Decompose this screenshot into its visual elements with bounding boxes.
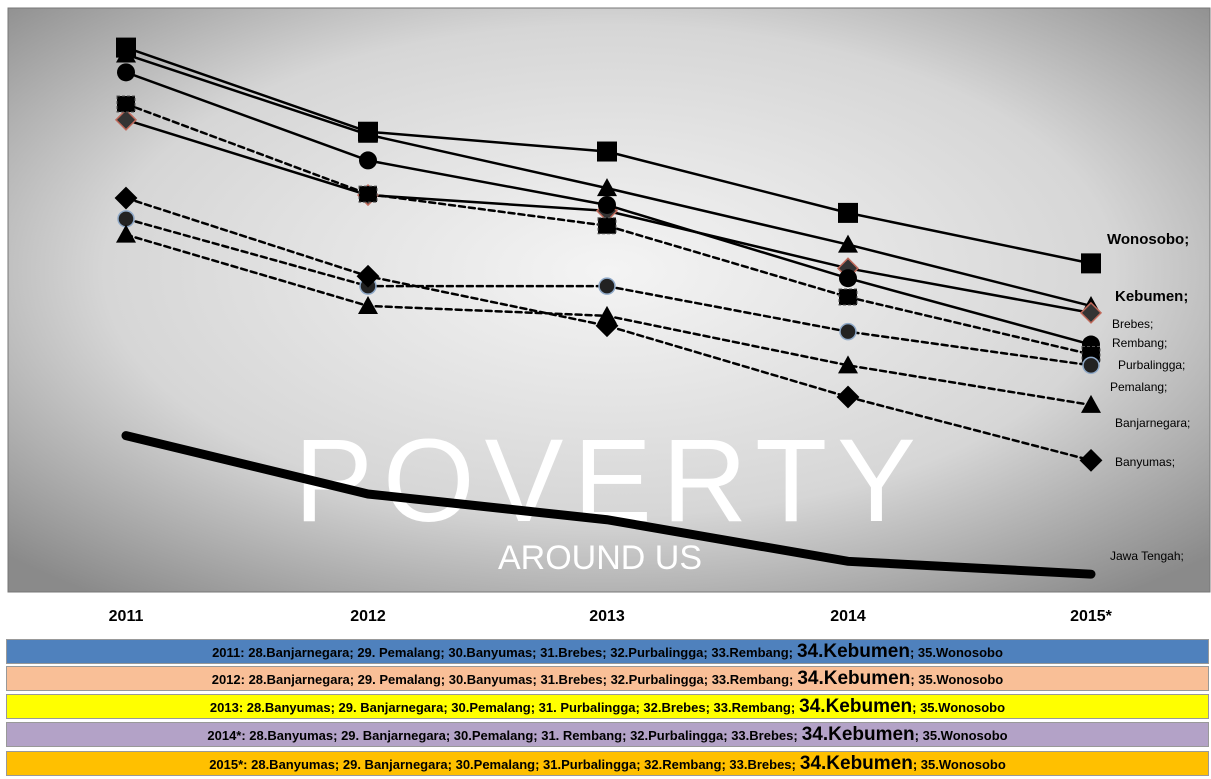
marker <box>1081 253 1101 273</box>
footnote-highlight: 34.Kebumen <box>800 753 913 774</box>
footnote-text: ; 35.Wonosobo <box>915 728 1008 743</box>
footnote-row: 2014*: 28.Banyumas; 29. Banjarnegara; 30… <box>6 722 1209 747</box>
footnote-row: 2015*: 28.Banyumas; 29. Banjarnegara; 30… <box>6 751 1209 776</box>
footnote-row: 2012: 28.Banjarnegara; 29. Pemalang; 30.… <box>6 666 1209 691</box>
footnote-text: 2013: 28.Banyumas; 29. Banjarnegara; 30.… <box>210 700 795 715</box>
legend-label: Pemalang; <box>1110 380 1167 394</box>
x-tick-label: 2015* <box>1070 608 1113 625</box>
legend-label: Purbalingga; <box>1118 358 1185 372</box>
chart: POVERTY AROUND US 2011 2012 2013 2014 2015* W… <box>0 0 1211 640</box>
x-tick-label: 2014 <box>830 608 866 625</box>
footnote-highlight: 34.Kebumen <box>797 668 910 689</box>
marker <box>359 186 377 202</box>
marker <box>117 96 135 112</box>
footnote-text: ; 35.Wonosobo <box>912 700 1005 715</box>
legend-label: Jawa Tengah; <box>1110 549 1184 563</box>
footnote-text: 2012: 28.Banjarnegara; 29. Pemalang; 30.… <box>212 672 794 687</box>
marker <box>839 289 857 305</box>
background-subtitle: AROUND US <box>498 539 702 577</box>
footnote-highlight: 34.Kebumen <box>797 641 910 662</box>
legend-label: Banyumas; <box>1115 455 1175 469</box>
footnote-text: ; 35.Wonosobo <box>910 672 1003 687</box>
marker <box>598 218 616 234</box>
footnote-text: 2011: 28.Banjarnegara; 29. Pemalang; 30.… <box>212 645 793 660</box>
footnote-text: ; 35.Wonosobo <box>910 645 1003 660</box>
legend-label: Rembang; <box>1112 336 1167 350</box>
footnote-text: ; 35.Wonosobo <box>913 757 1006 772</box>
page: POVERTY AROUND US 2011 2012 2013 2014 2015* W… <box>0 0 1211 779</box>
legend-label: Brebes; <box>1112 317 1153 331</box>
legend-label: Kebumen; <box>1115 288 1188 305</box>
marker <box>359 151 377 169</box>
marker <box>839 269 857 287</box>
footnote-highlight: 34.Kebumen <box>802 724 915 745</box>
marker <box>598 196 616 214</box>
footnote-text: 2014*: 28.Banyumas; 29. Banjarnegara; 30… <box>207 728 797 743</box>
background-title: POVERTY <box>294 415 926 547</box>
footnote-text: 2015*: 28.Banyumas; 29. Banjarnegara; 30… <box>209 757 796 772</box>
marker <box>1083 357 1099 373</box>
marker <box>840 324 856 340</box>
x-tick-label: 2012 <box>350 608 386 625</box>
legend-label: Wonosobo; <box>1107 231 1189 248</box>
x-tick-label: 2011 <box>109 608 144 625</box>
marker <box>838 203 858 223</box>
marker <box>117 63 135 81</box>
footnote-row: 2013: 28.Banyumas; 29. Banjarnegara; 30.… <box>6 694 1209 719</box>
footnote-highlight: 34.Kebumen <box>799 696 912 717</box>
legend-label: Banjarnegara; <box>1115 416 1190 430</box>
marker <box>118 211 134 227</box>
marker <box>597 142 617 162</box>
x-tick-label: 2013 <box>589 608 625 625</box>
marker <box>599 278 615 294</box>
footnote-row: 2011: 28.Banjarnegara; 29. Pemalang; 30.… <box>6 639 1209 664</box>
